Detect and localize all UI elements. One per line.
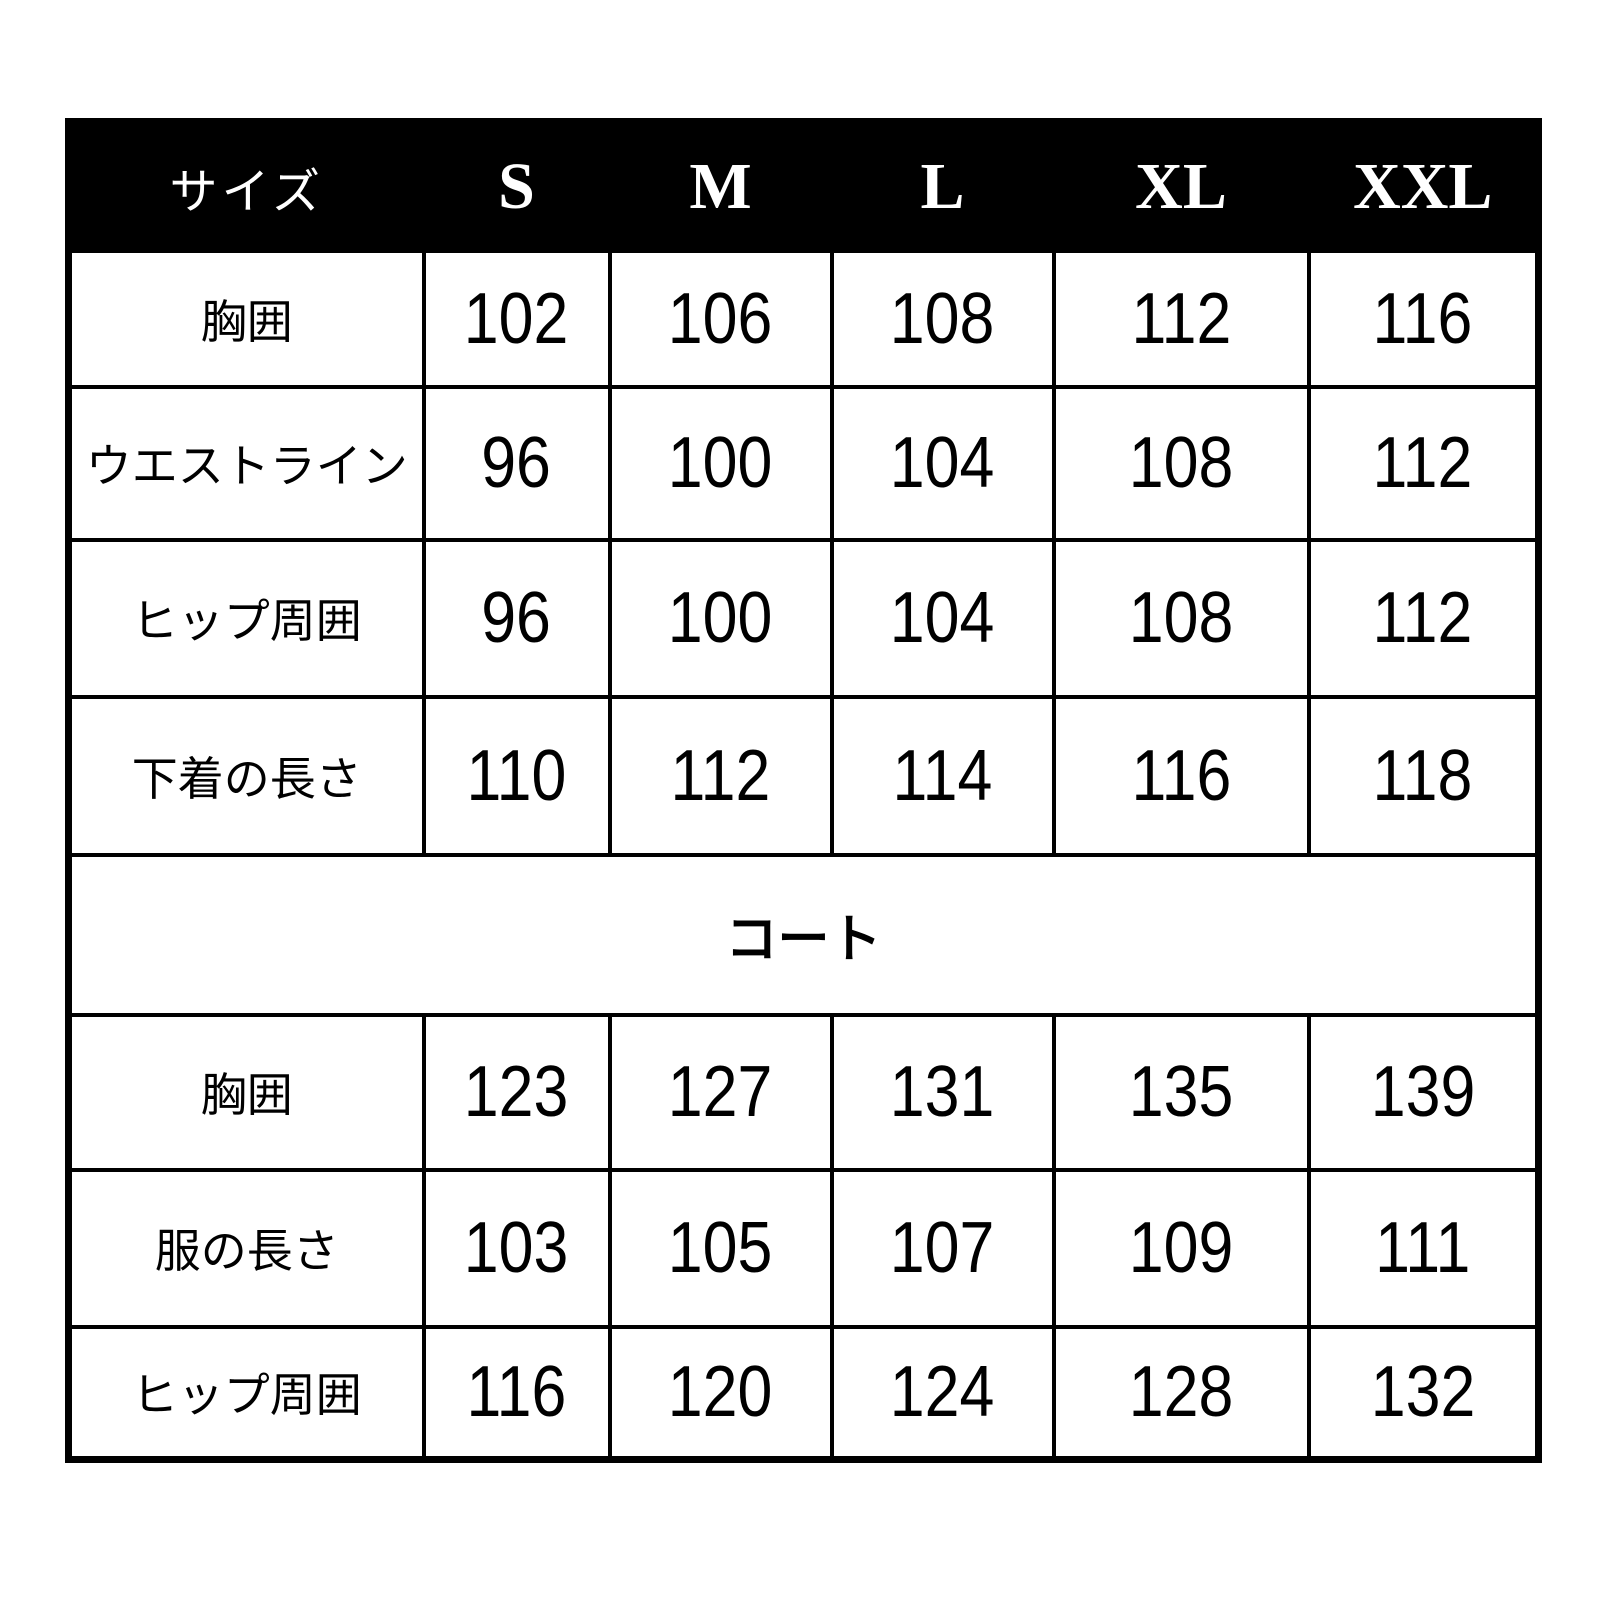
cell-value: 116 xyxy=(466,1352,567,1433)
row-hip: ヒップ周囲 96 100 104 108 112 xyxy=(66,537,1541,699)
row-label: 胸囲 xyxy=(66,1012,426,1172)
value-cell: 104 xyxy=(829,384,1056,542)
row-label: ヒップ周囲 xyxy=(66,1324,426,1462)
cell-value: 123 xyxy=(464,1052,569,1132)
cell-value: 104 xyxy=(890,423,995,503)
cell-value: 100 xyxy=(668,423,773,503)
section-title: コート xyxy=(66,852,1541,1017)
value-cell: 111 xyxy=(1306,1167,1541,1329)
section-header-coat: コート xyxy=(66,852,1541,1017)
row-underwear-length: 下着の長さ 110 112 114 116 118 xyxy=(66,694,1541,857)
row-waistline: ウエストライン 96 100 104 108 112 xyxy=(66,384,1541,542)
cell-value: 106 xyxy=(668,278,773,359)
header-size-s: S xyxy=(421,119,612,253)
cell-value: 102 xyxy=(464,278,569,359)
value-cell: 108 xyxy=(829,248,1056,389)
value-cell: 112 xyxy=(1051,248,1311,389)
row-coat-chest: 胸囲 123 127 131 135 139 xyxy=(66,1012,1541,1172)
cell-value: 131 xyxy=(890,1052,995,1132)
cell-value: 103 xyxy=(464,1208,569,1288)
value-cell: 128 xyxy=(1051,1324,1311,1462)
cell-value: 120 xyxy=(668,1352,773,1433)
cell-value: 110 xyxy=(466,735,567,816)
cell-value: 105 xyxy=(668,1208,773,1288)
cell-value: 116 xyxy=(1131,735,1231,816)
cell-value: 108 xyxy=(890,278,995,359)
value-cell: 109 xyxy=(1051,1167,1311,1329)
cell-value: 112 xyxy=(1131,278,1231,359)
row-label: ウエストライン xyxy=(66,384,426,542)
value-cell: 131 xyxy=(829,1012,1056,1172)
value-cell: 96 xyxy=(421,537,612,699)
cell-value: 118 xyxy=(1372,735,1473,816)
cell-value: 112 xyxy=(1372,578,1473,658)
value-cell: 127 xyxy=(607,1012,834,1172)
cell-value: 112 xyxy=(1372,423,1473,503)
value-cell: 114 xyxy=(829,694,1056,857)
value-cell: 132 xyxy=(1306,1324,1541,1462)
row-coat-length: 服の長さ 103 105 107 109 111 xyxy=(66,1167,1541,1329)
cell-value: 114 xyxy=(892,735,993,816)
value-cell: 123 xyxy=(421,1012,612,1172)
value-cell: 96 xyxy=(421,384,612,542)
cell-value: 108 xyxy=(1128,578,1234,658)
value-cell: 116 xyxy=(1051,694,1311,857)
value-cell: 110 xyxy=(421,694,612,857)
value-cell: 106 xyxy=(607,248,834,389)
cell-value: 132 xyxy=(1370,1352,1476,1433)
value-cell: 100 xyxy=(607,537,834,699)
row-chest: 胸囲 102 106 108 112 116 xyxy=(66,248,1541,389)
value-cell: 116 xyxy=(1306,248,1541,389)
value-cell: 102 xyxy=(421,248,612,389)
header-size-xl: XL xyxy=(1051,119,1311,253)
cell-value: 107 xyxy=(890,1208,995,1288)
value-cell: 120 xyxy=(607,1324,834,1462)
value-cell: 112 xyxy=(1306,384,1541,542)
header-size-xxl: XXL xyxy=(1306,119,1541,253)
cell-value: 109 xyxy=(1128,1208,1234,1288)
cell-value: 112 xyxy=(670,735,771,816)
value-cell: 100 xyxy=(607,384,834,542)
value-cell: 118 xyxy=(1306,694,1541,857)
value-cell: 107 xyxy=(829,1167,1056,1329)
value-cell: 112 xyxy=(607,694,834,857)
size-chart-table: サイズ S M L XL XXL 胸囲 102 106 108 112 116 … xyxy=(65,118,1542,1463)
value-cell: 108 xyxy=(1051,537,1311,699)
value-cell: 103 xyxy=(421,1167,612,1329)
row-label: 下着の長さ xyxy=(66,694,426,857)
value-cell: 139 xyxy=(1306,1012,1541,1172)
value-cell: 116 xyxy=(421,1324,612,1462)
cell-value: 116 xyxy=(1372,278,1473,359)
cell-value: 111 xyxy=(1375,1208,1471,1288)
cell-value: 96 xyxy=(481,423,552,503)
cell-value: 100 xyxy=(668,578,773,658)
table-header-row: サイズ S M L XL XXL xyxy=(66,119,1541,253)
row-label: ヒップ周囲 xyxy=(66,537,426,699)
value-cell: 135 xyxy=(1051,1012,1311,1172)
cell-value: 128 xyxy=(1128,1352,1234,1433)
value-cell: 124 xyxy=(829,1324,1056,1462)
row-coat-hip: ヒップ周囲 116 120 124 128 132 xyxy=(66,1324,1541,1462)
row-label: 服の長さ xyxy=(66,1167,426,1329)
cell-value: 135 xyxy=(1128,1052,1234,1132)
header-size-l: L xyxy=(829,119,1056,253)
value-cell: 105 xyxy=(607,1167,834,1329)
cell-value: 96 xyxy=(481,578,552,658)
cell-value: 108 xyxy=(1128,423,1234,503)
value-cell: 112 xyxy=(1306,537,1541,699)
value-cell: 108 xyxy=(1051,384,1311,542)
cell-value: 124 xyxy=(890,1352,995,1433)
cell-value: 139 xyxy=(1370,1052,1476,1132)
cell-value: 127 xyxy=(668,1052,773,1132)
header-size-label: サイズ xyxy=(66,119,426,253)
cell-value: 104 xyxy=(890,578,995,658)
header-size-m: M xyxy=(607,119,834,253)
value-cell: 104 xyxy=(829,537,1056,699)
row-label: 胸囲 xyxy=(66,248,426,389)
